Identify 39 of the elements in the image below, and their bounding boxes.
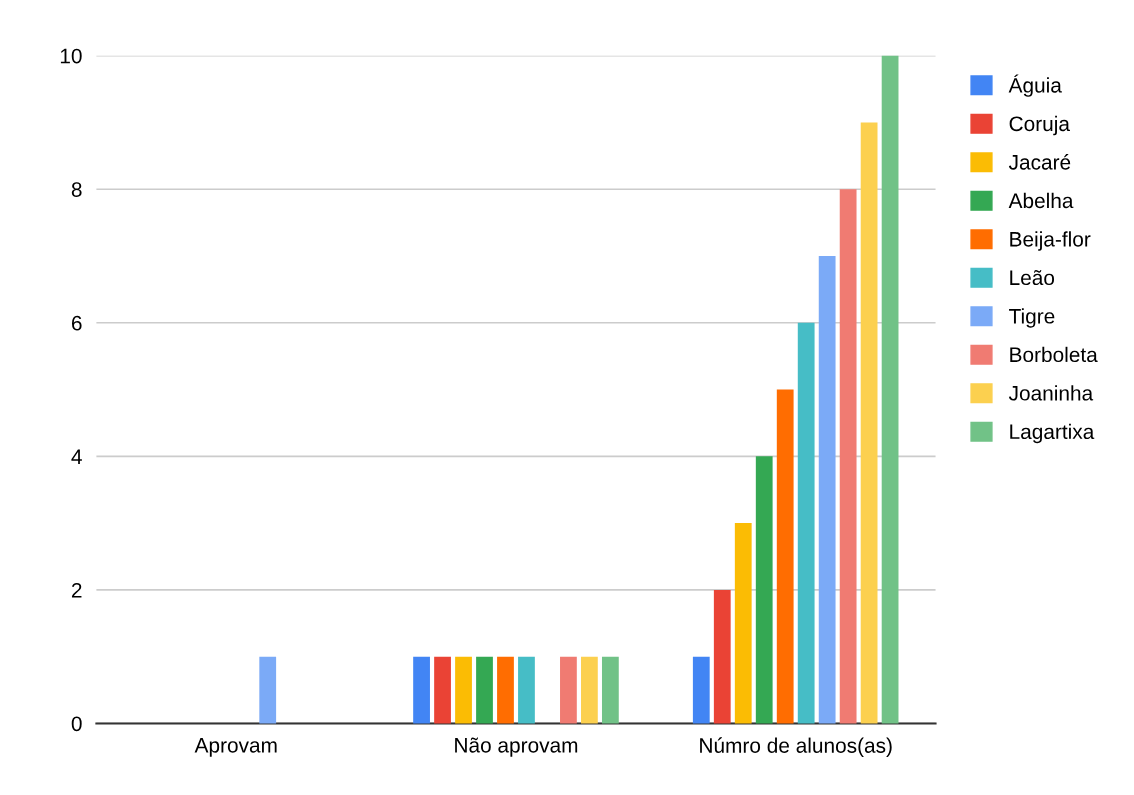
y-tick-label: 6 — [71, 315, 82, 331]
bar — [818, 255, 836, 724]
legend-label: Joaninha — [1008, 385, 1094, 401]
y-tick-label: 4 — [71, 449, 82, 464]
bar — [434, 656, 451, 724]
bar — [581, 656, 598, 724]
x-tick-label: Aprovam — [194, 738, 277, 757]
legend-label: Beija-flor — [1010, 231, 1091, 251]
bar — [797, 322, 815, 724]
y-tick-label: 2 — [71, 582, 82, 598]
bar — [413, 656, 430, 724]
legend-label: Leão — [1010, 269, 1055, 286]
legend-label: Abelha — [1008, 192, 1074, 209]
y-tick-label: 8 — [71, 182, 82, 197]
bar — [860, 122, 878, 724]
y-tick-label: 10 — [60, 48, 82, 64]
x-tick-label: Não aprovam — [455, 737, 578, 757]
legend-label: Tigre — [1009, 308, 1055, 328]
legend-label: Coruja — [1009, 115, 1070, 136]
bar — [476, 656, 493, 724]
bar — [881, 55, 899, 724]
bar — [560, 656, 577, 724]
legend-label: Jacaré — [1008, 154, 1071, 170]
legend-label: Águia — [1008, 74, 1062, 97]
bar — [734, 523, 752, 724]
bar — [497, 656, 514, 724]
bar — [259, 656, 277, 724]
legend-label: Lagartixa — [1010, 423, 1095, 444]
y-tick-label: 0 — [71, 716, 82, 732]
bar — [692, 656, 710, 724]
bar — [839, 189, 857, 724]
x-tick-label: Númro de alunos(as) — [700, 737, 892, 757]
bar — [755, 456, 773, 724]
bar — [455, 656, 472, 724]
legend-label: Borboleta — [1010, 346, 1098, 363]
bar — [776, 389, 794, 724]
bar — [601, 656, 619, 724]
bar — [518, 656, 535, 724]
bar — [713, 589, 731, 724]
